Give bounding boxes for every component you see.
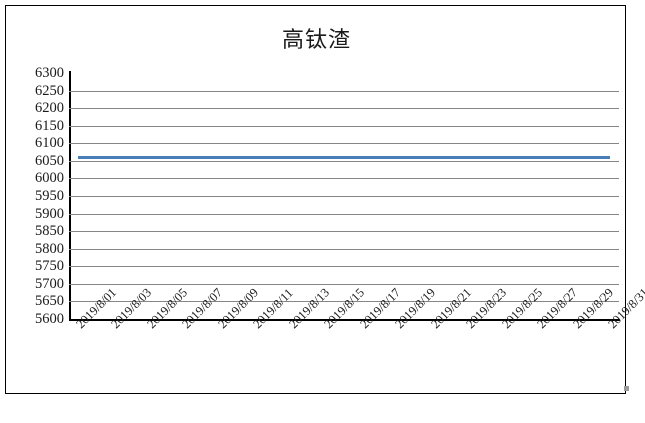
series-line-高钛渣[interactable]	[77, 155, 611, 159]
y-tick-label: 5700	[35, 275, 64, 292]
y-axis-tick-labels: 6300 6250 6200 6150 6100 6050 6000 5950 5900 5850…	[6, 66, 64, 327]
gridline	[69, 266, 619, 268]
y-tick-label: 6050	[35, 152, 64, 169]
y-tick-label: 5600	[35, 311, 64, 327]
y-tick-label: 5950	[35, 188, 64, 204]
plot-area	[69, 73, 619, 320]
y-tick-label: 5900	[35, 205, 64, 222]
gridline	[69, 160, 619, 162]
gridline	[69, 213, 619, 215]
chart-frame: 高钛渣 6300 6250 6200 6150 6100 6050 6000 5950 5900…	[5, 5, 645, 394]
gridline	[69, 143, 619, 145]
gridline	[69, 90, 619, 92]
y-tick-label: 6150	[35, 117, 64, 134]
gridline	[69, 231, 619, 233]
y-tick-label: 6200	[35, 100, 64, 117]
resize-handle[interactable]	[624, 386, 629, 391]
gridline	[69, 125, 619, 127]
gridline	[69, 178, 619, 180]
y-tick-label: 6000	[35, 170, 64, 187]
x-axis-tick-labels: 2019/8/01 2019/8/03 2019/8/05 2019/8/07 2019…	[6, 285, 645, 394]
y-tick-label: 6250	[35, 82, 64, 99]
chart-title: 高钛渣	[281, 27, 351, 52]
gridline	[69, 248, 619, 250]
y-tick-label: 6100	[35, 135, 64, 152]
y-tick-label: 6300	[35, 65, 64, 81]
x-axis-line	[69, 319, 620, 321]
series-layer	[69, 73, 619, 319]
y-tick-label: 5750	[35, 258, 64, 275]
gridline	[69, 283, 619, 285]
y-tick-label: 5800	[35, 240, 64, 257]
gridline	[69, 301, 619, 303]
y-tick-label: 5850	[35, 223, 64, 240]
gridline	[69, 196, 619, 197]
y-tick-label: 5650	[35, 293, 64, 310]
gridline	[69, 108, 619, 110]
